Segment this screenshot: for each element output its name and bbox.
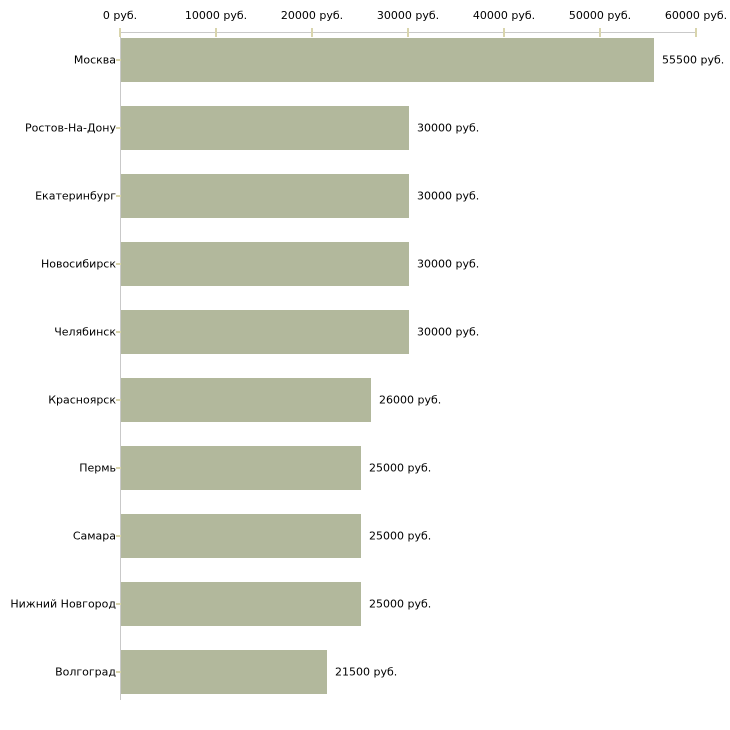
category-tick [116, 603, 121, 605]
category-label: Новосибирск [40, 257, 116, 271]
x-axis-tick [503, 28, 505, 37]
bar [121, 446, 361, 490]
x-axis-tick-label: 20000 руб. [280, 9, 344, 22]
value-label: 25000 руб. [369, 529, 432, 543]
category-label: Волгоград [55, 665, 116, 679]
bar [121, 242, 409, 286]
x-axis-tick-label: 30000 руб. [376, 9, 440, 22]
category-label: Нижний Новгород [10, 597, 116, 611]
category-label: Красноярск [48, 393, 116, 407]
bar [121, 378, 371, 422]
x-axis-tick [599, 28, 601, 37]
bar [121, 650, 327, 694]
category-tick [116, 331, 121, 333]
value-label: 30000 руб. [417, 121, 480, 135]
category-tick [116, 535, 121, 537]
value-label: 30000 руб. [417, 325, 480, 339]
x-axis-tick-label: 50000 руб. [568, 9, 632, 22]
category-label: Москва [73, 53, 116, 67]
category-tick [116, 195, 121, 197]
category-tick [116, 127, 121, 129]
bar [121, 582, 361, 626]
x-axis-tick [311, 28, 313, 37]
category-tick [116, 671, 121, 673]
x-axis-tick-label: 0 руб. [102, 9, 138, 22]
category-tick [116, 59, 121, 61]
category-label: Челябинск [54, 325, 116, 339]
category-label: Екатеринбург [35, 189, 116, 203]
value-label: 25000 руб. [369, 597, 432, 611]
value-label: 30000 руб. [417, 257, 480, 271]
category-tick [116, 399, 121, 401]
value-label: 21500 руб. [335, 665, 398, 679]
bar [121, 310, 409, 354]
bar [121, 38, 654, 82]
value-label: 30000 руб. [417, 189, 480, 203]
x-axis-tick-label: 10000 руб. [184, 9, 248, 22]
y-axis-line [120, 32, 121, 700]
category-tick [116, 467, 121, 469]
category-label: Пермь [79, 461, 116, 475]
value-label: 26000 руб. [379, 393, 442, 407]
category-tick [116, 263, 121, 265]
x-axis-tick [215, 28, 217, 37]
x-axis-tick [407, 28, 409, 37]
value-label: 55500 руб. [662, 53, 725, 67]
value-label: 25000 руб. [369, 461, 432, 475]
x-axis-tick [695, 28, 697, 37]
bar [121, 174, 409, 218]
bar [121, 514, 361, 558]
x-axis-tick-label: 40000 руб. [472, 9, 536, 22]
bar [121, 106, 409, 150]
x-axis-tick-label: 60000 руб. [664, 9, 728, 22]
category-label: Ростов-На-Дону [24, 121, 116, 135]
category-label: Самара [72, 529, 116, 543]
x-axis-tick [119, 28, 121, 37]
